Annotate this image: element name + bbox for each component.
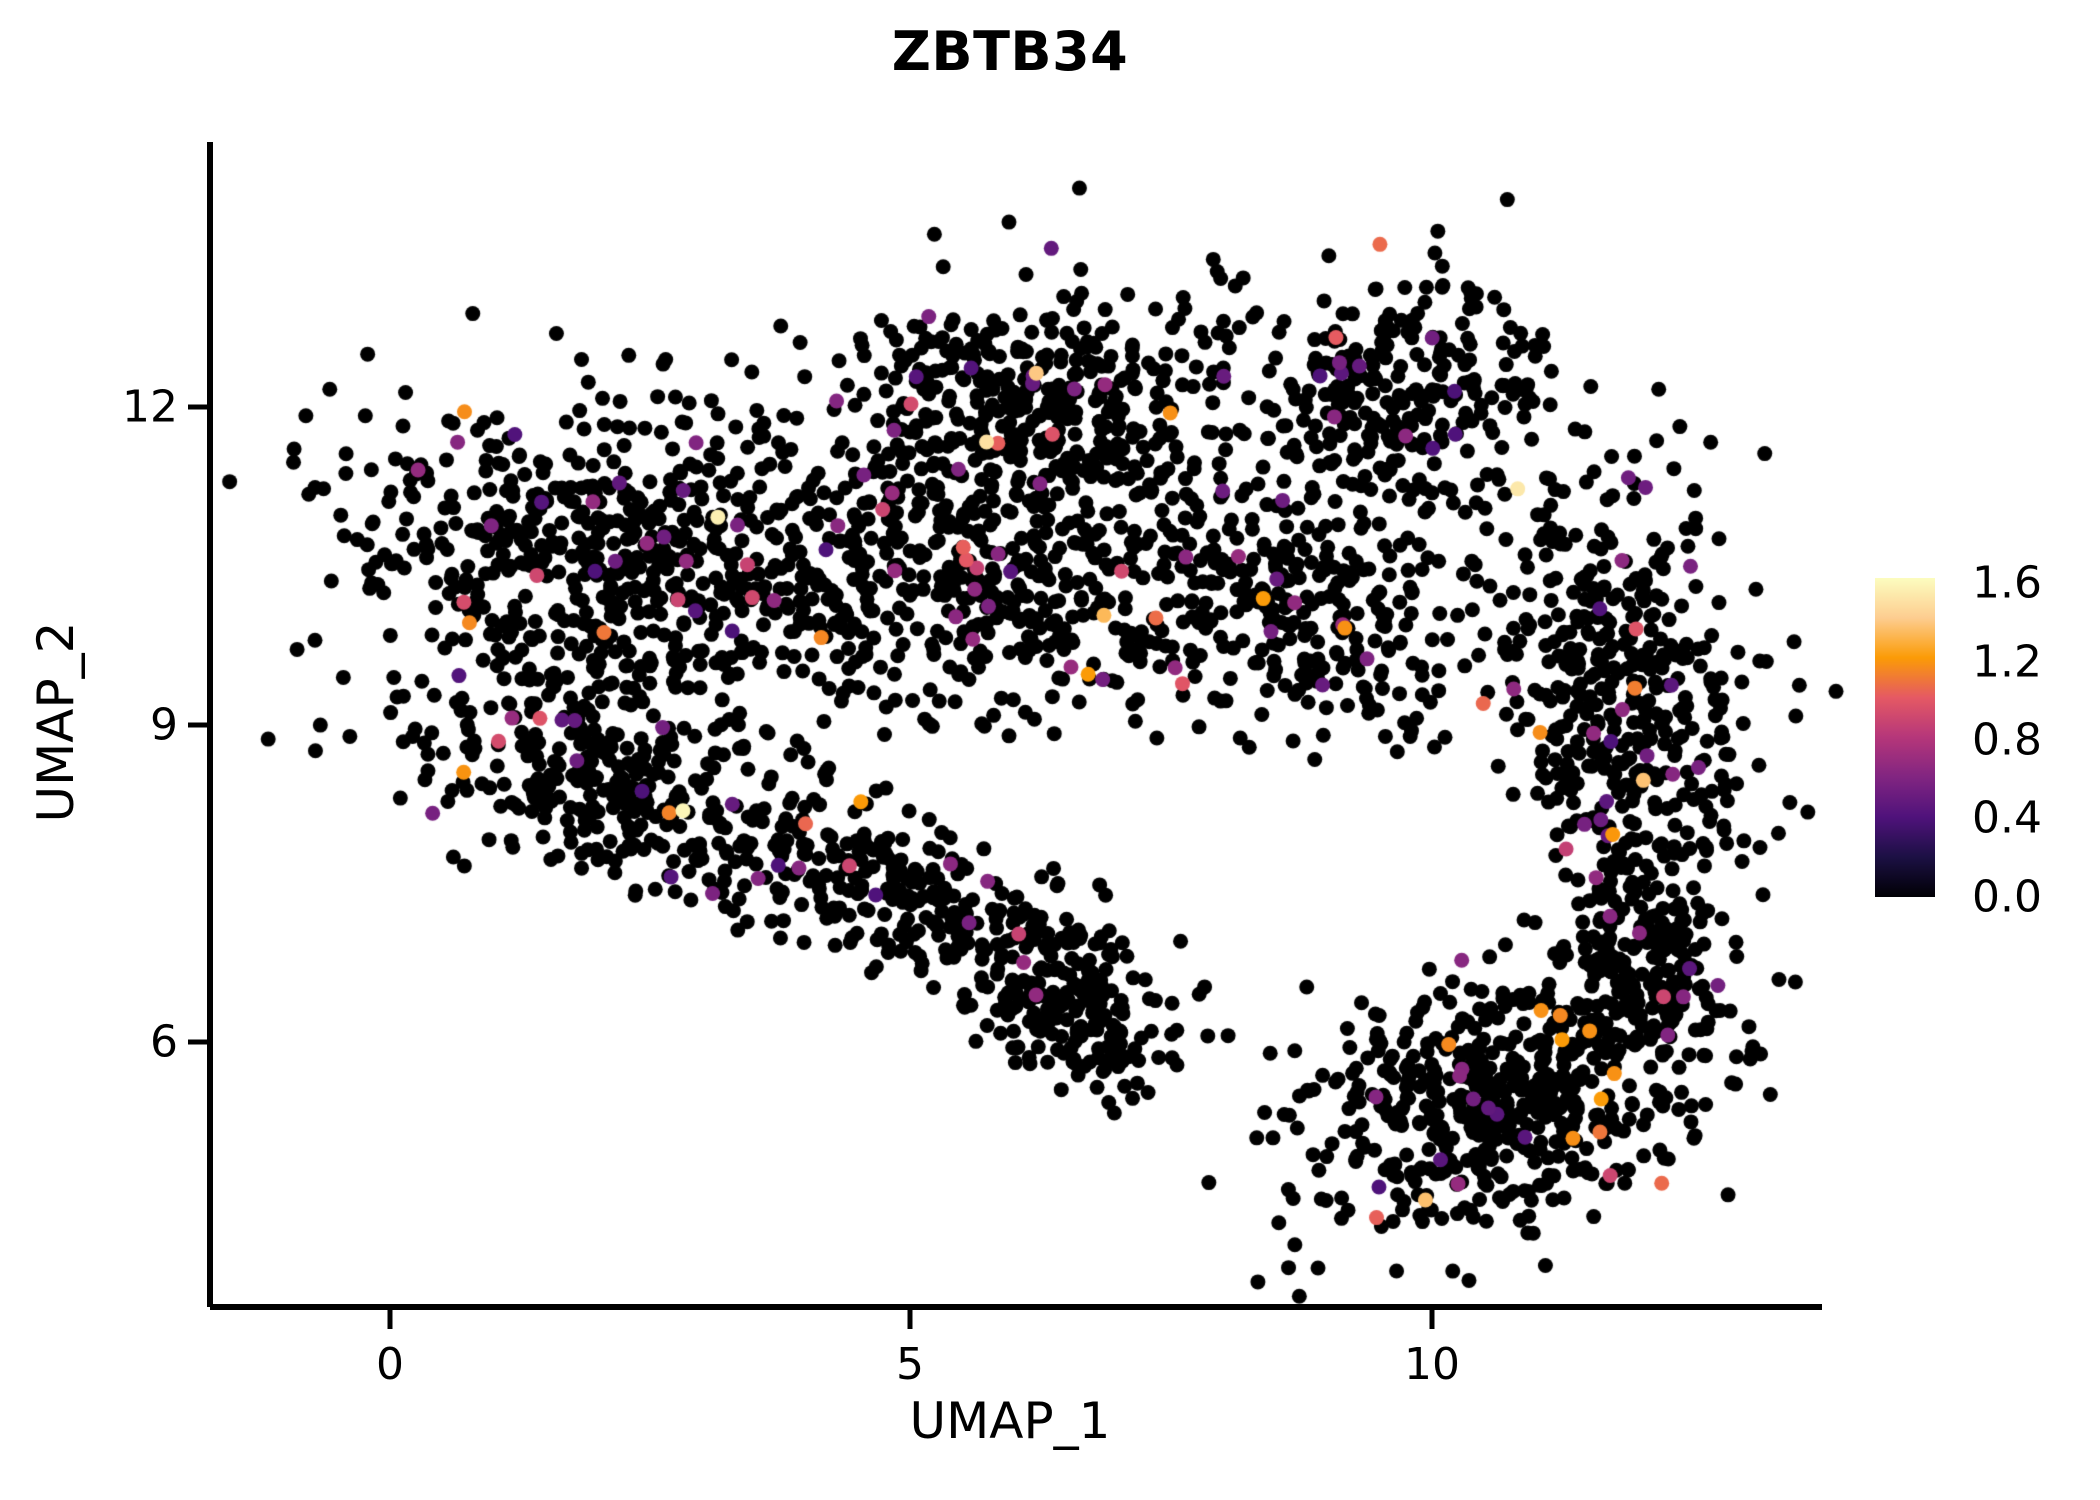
x-tick-label: 5 (896, 1339, 924, 1390)
y-tick-label: 12 (122, 381, 178, 433)
colorbar-tick-label: 1.2 (1972, 636, 2042, 688)
colorbar-tick-label: 1.6 (1972, 557, 2042, 609)
axis-spines (207, 142, 1822, 1310)
y-tick-label: 6 (150, 1016, 178, 1068)
colorbar-tick-label: 0.8 (1972, 714, 2042, 766)
colorbar-gradient (1875, 578, 1935, 897)
x-tick-label: 10 (1404, 1339, 1460, 1390)
colorbar-tick-label: 0.0 (1972, 871, 2042, 923)
axis-ticks (188, 404, 1435, 1329)
x-tick-label: 0 (376, 1339, 404, 1390)
y-axis-label: UMAP_2 (27, 621, 85, 823)
x-axis-label: UMAP_1 (909, 1392, 1111, 1450)
y-tick-label: 9 (150, 699, 178, 751)
colorbar-tick-label: 0.4 (1972, 792, 2042, 844)
